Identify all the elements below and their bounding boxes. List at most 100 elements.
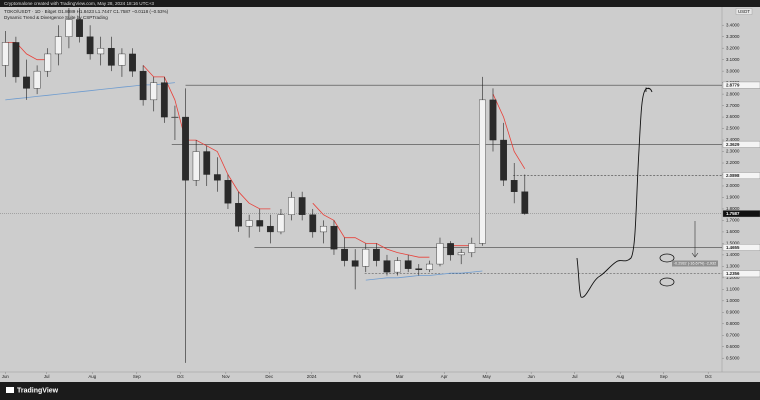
x-tick-label: Nov bbox=[222, 374, 231, 379]
candle-body bbox=[192, 151, 200, 181]
header: Cryptomalone created with TradingView.co… bbox=[4, 1, 154, 6]
y-tick-label: 0.5000 bbox=[726, 355, 740, 360]
y-tick-label: 3.4000 bbox=[726, 22, 740, 27]
candle-body bbox=[213, 174, 221, 181]
y-tick-label: 1.0000 bbox=[726, 298, 740, 303]
indicator-line bbox=[5, 82, 483, 281]
candle-body bbox=[309, 214, 317, 233]
candle-body bbox=[500, 139, 507, 181]
x-tick-label: Mar bbox=[396, 374, 404, 379]
y-tick-label: 3.2000 bbox=[726, 45, 740, 50]
level-label: 1.4655 bbox=[726, 245, 740, 250]
candle-body bbox=[33, 70, 41, 89]
y-tick-label: 1.3000 bbox=[726, 264, 740, 269]
measure-label: -0.2932 (-16.67%) -2,932 bbox=[674, 262, 716, 266]
candle-body bbox=[86, 36, 94, 55]
candle-body bbox=[150, 82, 158, 101]
x-tick-label: Jul bbox=[572, 374, 578, 379]
candle-body bbox=[404, 260, 412, 269]
y-tick-label: 0.9000 bbox=[726, 309, 740, 314]
level-label-box bbox=[722, 210, 760, 218]
level-label-box bbox=[722, 270, 760, 278]
candle-body bbox=[510, 180, 518, 192]
x-tick-label: Sep bbox=[133, 374, 141, 379]
level-label: 2.8779 bbox=[726, 83, 740, 88]
candle-body bbox=[266, 225, 274, 233]
measure-arrowhead bbox=[691, 252, 699, 258]
candle-body bbox=[277, 214, 285, 233]
level-label-box bbox=[722, 244, 760, 251]
currency-box[interactable] bbox=[735, 8, 753, 15]
x-tick-label: Dec bbox=[265, 374, 274, 379]
y-tick-label: 1.9000 bbox=[726, 195, 740, 200]
candle-body bbox=[171, 116, 179, 118]
candle-body bbox=[341, 248, 348, 261]
y-tick-label: 2.0000 bbox=[726, 183, 740, 188]
x-tick-label: Oct bbox=[177, 374, 185, 379]
candle-body bbox=[298, 197, 306, 215]
y-tick-label: 0.6000 bbox=[726, 344, 740, 349]
plot: 3.40003.30003.20003.10003.00002.90002.80… bbox=[0, 8, 760, 379]
y-tick-label: 3.1000 bbox=[726, 57, 740, 62]
indicator-line: Dynamic Trend & Divergence Suite by CSPT… bbox=[4, 15, 108, 20]
candle-body bbox=[447, 243, 454, 256]
candle-body bbox=[54, 36, 62, 55]
circle-mark bbox=[659, 277, 675, 287]
x-tick-label: Sep bbox=[660, 374, 668, 379]
x-tick-label: Jun bbox=[528, 374, 536, 379]
candle-body bbox=[12, 42, 20, 78]
y-tick-label: 2.2000 bbox=[726, 160, 740, 165]
x-tick-label: Oct bbox=[705, 374, 713, 379]
level-label: 1.7587 bbox=[726, 211, 740, 216]
y-tick-label: 2.4000 bbox=[726, 137, 740, 142]
x-tick-label: 2024 bbox=[307, 374, 317, 379]
level-label: 2.3629 bbox=[726, 142, 740, 147]
level-label-box bbox=[722, 172, 760, 180]
candle-body bbox=[65, 19, 73, 37]
candle-body bbox=[383, 260, 391, 273]
chart-area bbox=[0, 7, 760, 382]
candle-body bbox=[139, 70, 147, 101]
level-label-box bbox=[722, 81, 760, 89]
brand: TradingView bbox=[17, 387, 59, 394]
level-label: 1.2356 bbox=[726, 271, 740, 276]
currency[interactable]: USDT bbox=[738, 9, 750, 14]
candle-body bbox=[97, 47, 105, 55]
brand-logo bbox=[6, 387, 14, 393]
y-tick-label: 1.4000 bbox=[726, 252, 740, 257]
candle-body bbox=[288, 197, 295, 215]
x-tick-label: Feb bbox=[354, 374, 362, 379]
x-tick-label: Jun bbox=[2, 374, 10, 379]
candle-body bbox=[224, 180, 232, 204]
level-label: 2.0898 bbox=[726, 173, 740, 178]
candle-body bbox=[235, 203, 242, 227]
candle-body bbox=[319, 225, 327, 233]
candle-body bbox=[521, 191, 529, 214]
y-tick-label: 1.7000 bbox=[726, 218, 740, 223]
candle-body bbox=[76, 19, 83, 37]
measure-box bbox=[672, 260, 718, 267]
candle-body bbox=[436, 243, 444, 265]
x-tick-label: Aug bbox=[616, 374, 624, 379]
x-tick-label: Aug bbox=[88, 374, 96, 379]
x-tick-label: Apr bbox=[441, 374, 448, 379]
y-tick-label: 1.1000 bbox=[726, 286, 740, 291]
candle-body bbox=[489, 99, 497, 141]
symbol-line: TOKO/USDT · 1D · Bitget O1.8089 H1.8423 … bbox=[4, 9, 169, 14]
y-tick-label: 3.0000 bbox=[726, 68, 740, 73]
y-tick-label: 3.3000 bbox=[726, 34, 740, 39]
x-tick-label: Jul bbox=[44, 374, 50, 379]
circle-mark bbox=[659, 253, 675, 263]
candle-body bbox=[1, 42, 9, 66]
candle-body bbox=[362, 248, 370, 267]
candle-body bbox=[351, 260, 359, 267]
candle-body bbox=[160, 82, 168, 118]
candle-body bbox=[330, 225, 338, 250]
candle-body bbox=[203, 151, 211, 175]
candle-body bbox=[256, 220, 264, 227]
y-tick-label: 2.7000 bbox=[726, 103, 740, 108]
candle-body bbox=[23, 76, 30, 89]
y-tick-label: 1.8000 bbox=[726, 206, 740, 211]
